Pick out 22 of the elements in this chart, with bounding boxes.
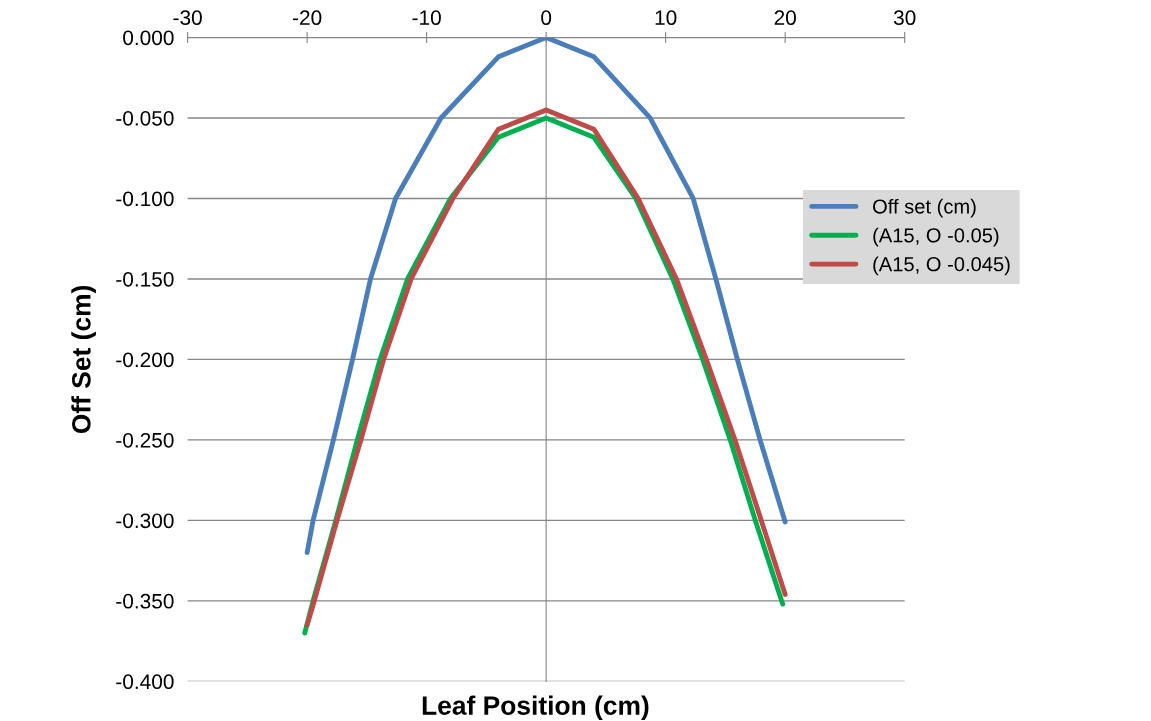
x-tick-label: -30	[173, 10, 202, 26]
x-axis-title: Leaf Position (cm)	[422, 695, 649, 721]
y-tick-label: 0.000	[123, 30, 174, 46]
x-tick-label: -10	[412, 10, 441, 26]
y-tick-label: -0.350	[116, 593, 174, 609]
x-tick-label: 10	[655, 10, 677, 26]
y-tick-label: -0.100	[116, 191, 174, 207]
x-tick-label: -20	[293, 10, 322, 26]
y-tick-label: -0.050	[116, 110, 174, 126]
line-series	[304, 37, 788, 555]
y-tick-label: -0.150	[116, 271, 174, 287]
x-tick-label: 30	[893, 10, 916, 26]
legend-label: Off set (cm)	[873, 198, 976, 218]
y-tick-label: -0.250	[116, 432, 174, 448]
legend-label: (A15, O -0.05)	[873, 227, 999, 247]
y-tick-label: -0.200	[116, 352, 174, 368]
x-tick-label: 20	[774, 10, 796, 26]
y-axis-title: Off Set (cm)	[71, 285, 96, 434]
x-tick-label: 0	[541, 10, 552, 26]
y-tick-label: -0.300	[116, 513, 174, 529]
legend-label: (A15, O -0.045)	[873, 256, 1010, 276]
y-tick-label: -0.400	[116, 674, 174, 690]
